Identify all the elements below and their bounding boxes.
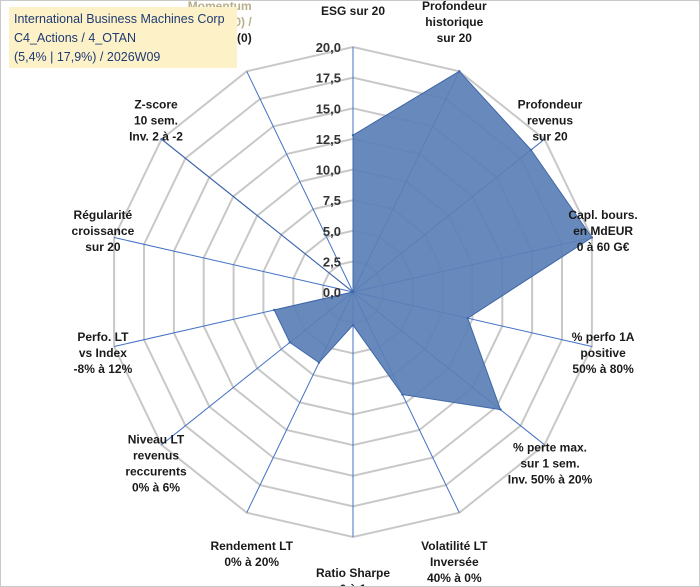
period-label: (5,4% | 17,9%) / 2026W09 [14,50,161,64]
axis-label: 50% à 80% [572,362,634,376]
axis-label: sur 20 [437,31,473,45]
radial-tick-label: 17,5 [316,71,341,86]
axis-label: sur 20 [532,130,568,144]
axis-label: 0 à 1 [340,582,367,586]
portfolio-label: C4_Actions / 4_OTAN [14,31,137,45]
axis-label: Perfo. LT [77,330,129,344]
axis-label: Niveau LT [128,433,185,447]
radial-tick-label: 15,0 [316,101,341,116]
axis-label: 0% à 20% [224,555,279,569]
axis-label: croissance [72,224,135,238]
data-point [466,317,469,320]
label-layer: Note ESG sur 20 Profondeur historique sur 20… [72,1,638,586]
data-point [351,134,355,137]
radial-tick-label: 20,0 [316,40,341,55]
axis-label: Rendement LT [210,539,293,553]
axis-label: historique [425,15,483,29]
company-name: International Business Machines Corp [14,12,225,26]
axis-label: en MdEUR [573,224,633,238]
axis-label: 0 à 60 G€ [577,240,630,254]
axis-label: Z-score [134,98,178,112]
axis-label: Note [340,1,367,2]
axis-label: 40% à 0% [427,571,482,585]
axis-label: Volatilité LT [421,539,488,553]
axis-label: Inversée [430,555,479,569]
radial-tick-label: 5,0 [323,224,341,239]
axis-label: -8% à 12% [74,362,133,376]
axis-label: Inv. 50% à 20% [508,473,593,487]
data-point [590,236,594,239]
axis-label: Inv. 2 à -2 [129,130,183,144]
data-point [401,393,404,396]
axis-label: sur 20 [85,240,121,254]
axis-label: 10 sem. [134,114,178,128]
radial-tick-label: 2,5 [323,254,341,269]
axis-label: % perfo 1A [572,330,635,344]
axis-label: sur 1 sem. [520,457,579,471]
data-point [317,361,321,364]
radial-tick-label: 0,0 [323,285,341,300]
data-point [529,148,533,152]
data-point [288,341,291,344]
data-point [458,70,461,73]
axis-label: ESG sur 20 [321,4,385,18]
axis-label: 0% à 6% [132,481,180,495]
tick-layer: 0,0 2,5 5,0 7,5 10,0 12,5 15,0 17,5 20,0 [316,40,341,300]
axis-label: Profondeur [422,1,487,13]
data-point [351,323,355,327]
axis-label: vs Index [79,346,127,360]
axis-label: Ratio Sharpe [316,566,390,580]
axis-spoke [246,71,354,293]
radial-tick-label: 7,5 [323,193,341,208]
radial-tick-label: 12,5 [316,132,341,147]
radial-tick-label: 10,0 [316,163,341,178]
axis-label: positive [580,346,626,360]
axis-label: revenus [133,449,179,463]
info-box: International Business Machines Corp C4_… [9,7,237,68]
axis-spoke [113,237,354,293]
axis-label: Régularité [74,208,133,222]
axis-label: Capl. bours. [568,208,637,222]
axis-label: % perte max. [513,441,587,455]
axis-label: revenus [527,114,573,128]
area-layer [160,70,594,411]
data-point [499,408,502,411]
data-point [351,290,355,294]
data-point [273,308,276,312]
data-point [160,138,163,141]
axis-label: reccurents [125,465,187,479]
axis-label: Profondeur [518,98,583,112]
